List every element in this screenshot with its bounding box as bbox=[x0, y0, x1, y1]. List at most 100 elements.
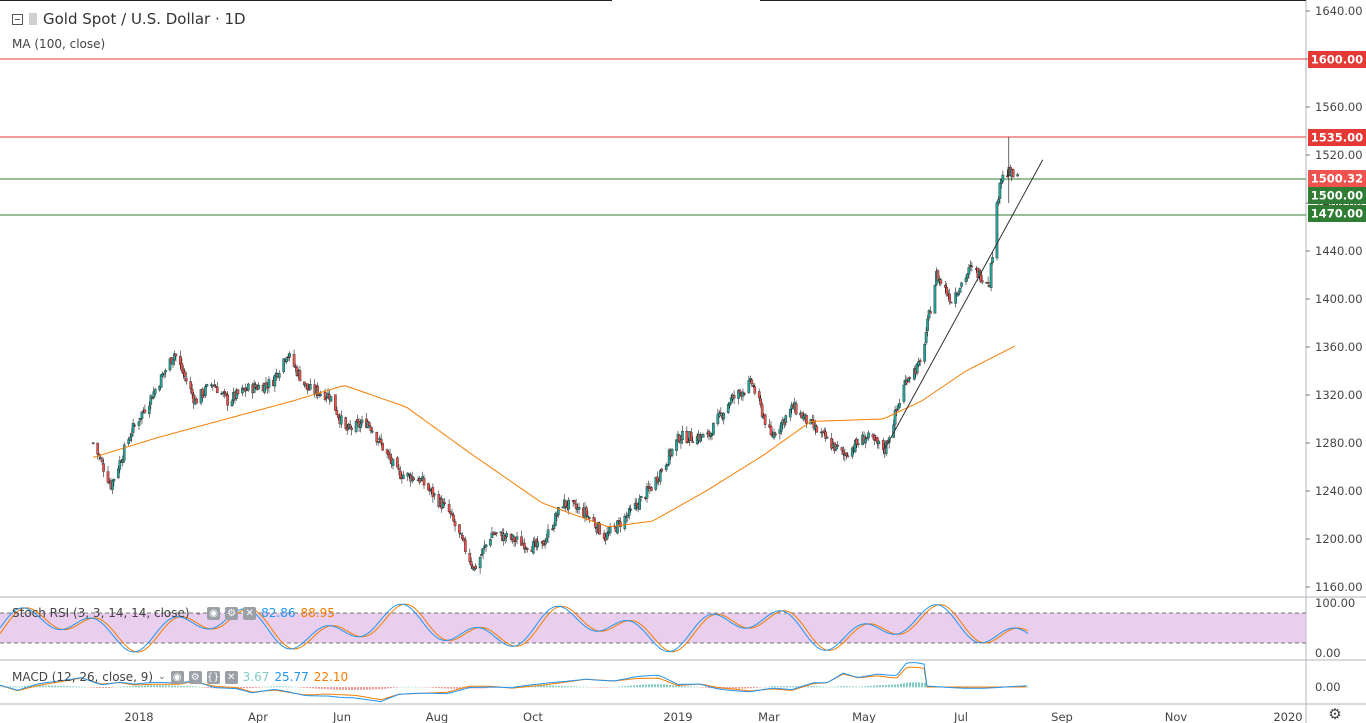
macd-histogram-bar bbox=[375, 687, 377, 690]
close-icon[interactable]: ✕ bbox=[224, 670, 238, 684]
candle-body bbox=[752, 385, 755, 387]
macd-legend[interactable]: MACD (12, 26, close, 9) ⌄ ◉ ⚙ {} ✕ 3.67 … bbox=[12, 670, 348, 684]
settings-gear-icon[interactable]: ⚙ bbox=[1328, 705, 1342, 723]
macd-histogram-bar bbox=[567, 686, 569, 688]
candle-body bbox=[936, 270, 940, 282]
macd-histogram-bar bbox=[870, 685, 872, 688]
close-icon[interactable]: ✕ bbox=[243, 606, 257, 620]
macd-histogram-bar bbox=[240, 687, 242, 689]
visibility-icon[interactable]: ◉ bbox=[170, 670, 184, 684]
candle-body bbox=[608, 526, 612, 533]
candle-body bbox=[876, 437, 879, 444]
macd-histogram-bar bbox=[207, 687, 209, 688]
macd-histogram-bar bbox=[837, 686, 839, 688]
macd-histogram-bar bbox=[657, 684, 659, 688]
stoch-legend[interactable]: Stoch RSI (3, 3, 14, 14, close) ⌄ ◉ ⚙ ✕ … bbox=[12, 606, 335, 620]
candle-body bbox=[99, 457, 102, 459]
candle-body bbox=[133, 424, 136, 427]
macd-histogram-bar bbox=[438, 687, 440, 689]
macd-histogram-bar bbox=[690, 686, 692, 688]
candle-body bbox=[334, 394, 337, 411]
candle-body bbox=[337, 414, 340, 418]
ma-legend[interactable]: MA (100, close) bbox=[12, 37, 106, 51]
candle-body bbox=[453, 521, 457, 527]
candle-body bbox=[96, 442, 99, 455]
macd-histogram-bar bbox=[795, 686, 797, 688]
candle-body bbox=[555, 515, 559, 517]
candle-body bbox=[481, 548, 485, 554]
candle-body bbox=[298, 370, 302, 382]
candle-body bbox=[794, 403, 798, 415]
macd-histogram-bar bbox=[816, 686, 818, 688]
candle-body bbox=[359, 423, 362, 429]
macd-histogram-bar bbox=[105, 687, 107, 688]
macd-histogram-bar bbox=[819, 686, 821, 688]
visibility-icon[interactable]: ◉ bbox=[207, 606, 221, 620]
macd-histogram-bar bbox=[678, 685, 680, 688]
candle-body bbox=[691, 441, 695, 444]
macd-histogram-bar bbox=[639, 684, 641, 688]
trendline bbox=[884, 159, 1044, 450]
macd-histogram-bar bbox=[327, 687, 329, 690]
candle-body bbox=[221, 392, 225, 395]
macd-histogram-bar bbox=[75, 686, 77, 688]
candle-body bbox=[895, 409, 898, 411]
macd-histogram-bar bbox=[0, 686, 2, 688]
candle-body bbox=[180, 362, 184, 371]
macd-histogram-bar bbox=[396, 687, 398, 688]
gear-icon[interactable]: ⚙ bbox=[225, 606, 239, 620]
macd-histogram-bar bbox=[339, 687, 341, 690]
candle-body bbox=[388, 453, 392, 460]
braces-icon[interactable]: {} bbox=[206, 670, 220, 684]
macd-histogram-bar bbox=[552, 685, 554, 688]
macd-histogram-bar bbox=[57, 685, 59, 688]
macd-histogram-bar bbox=[45, 685, 47, 688]
candle-body bbox=[980, 280, 984, 283]
macd-histogram-bar bbox=[183, 686, 185, 688]
macd-histogram-bar bbox=[726, 687, 728, 689]
macd-histogram-bar bbox=[270, 686, 272, 688]
macd-histogram-bar bbox=[651, 684, 653, 688]
candle-body bbox=[469, 561, 473, 566]
candle-body bbox=[226, 394, 229, 406]
macd-histogram-bar bbox=[162, 685, 164, 688]
gear-icon[interactable]: ⚙ bbox=[188, 670, 202, 684]
candle-body bbox=[184, 377, 188, 382]
collapse-icon[interactable] bbox=[12, 13, 23, 25]
candle-body bbox=[458, 524, 461, 534]
macd-histogram-bar bbox=[783, 686, 785, 688]
candle-body bbox=[908, 377, 912, 379]
candle-body bbox=[524, 547, 528, 549]
candle-body bbox=[505, 532, 509, 538]
macd-histogram-bar bbox=[66, 686, 68, 688]
macd-histogram-bar bbox=[630, 685, 632, 688]
macd-histogram-bar bbox=[852, 686, 854, 688]
candle-body bbox=[943, 284, 947, 288]
symbol-legend[interactable]: Gold Spot / U.S. Dollar · 1D bbox=[12, 10, 246, 28]
macd-histogram-bar bbox=[150, 685, 152, 688]
macd-histogram-bar bbox=[834, 686, 836, 688]
candle-body bbox=[379, 439, 383, 444]
macd-histogram-bar bbox=[363, 687, 365, 690]
chevron-down-icon[interactable]: ⌄ bbox=[194, 608, 203, 618]
macd-histogram-bar bbox=[891, 684, 893, 688]
candle-body bbox=[554, 513, 557, 526]
macd-histogram-bar bbox=[576, 686, 578, 688]
stoch-tick-label: 100.00 bbox=[1315, 596, 1355, 610]
macd-histogram-bar bbox=[411, 686, 413, 688]
macd-histogram-bar bbox=[705, 687, 707, 688]
stoch-tick-label: 0.00 bbox=[1315, 646, 1341, 660]
candle-body bbox=[117, 468, 120, 478]
macd-histogram-bar bbox=[510, 686, 512, 688]
candle-body bbox=[241, 387, 244, 394]
candle-body bbox=[449, 511, 452, 514]
candle-body bbox=[927, 310, 931, 319]
macd-histogram-bar bbox=[381, 687, 383, 690]
candle-body bbox=[617, 519, 621, 522]
macd-histogram-bar bbox=[822, 686, 824, 688]
chevron-down-icon[interactable]: ⌄ bbox=[158, 672, 166, 682]
candle-body bbox=[100, 459, 104, 463]
candle-body bbox=[654, 477, 658, 490]
macd-histogram-bar bbox=[123, 686, 125, 688]
